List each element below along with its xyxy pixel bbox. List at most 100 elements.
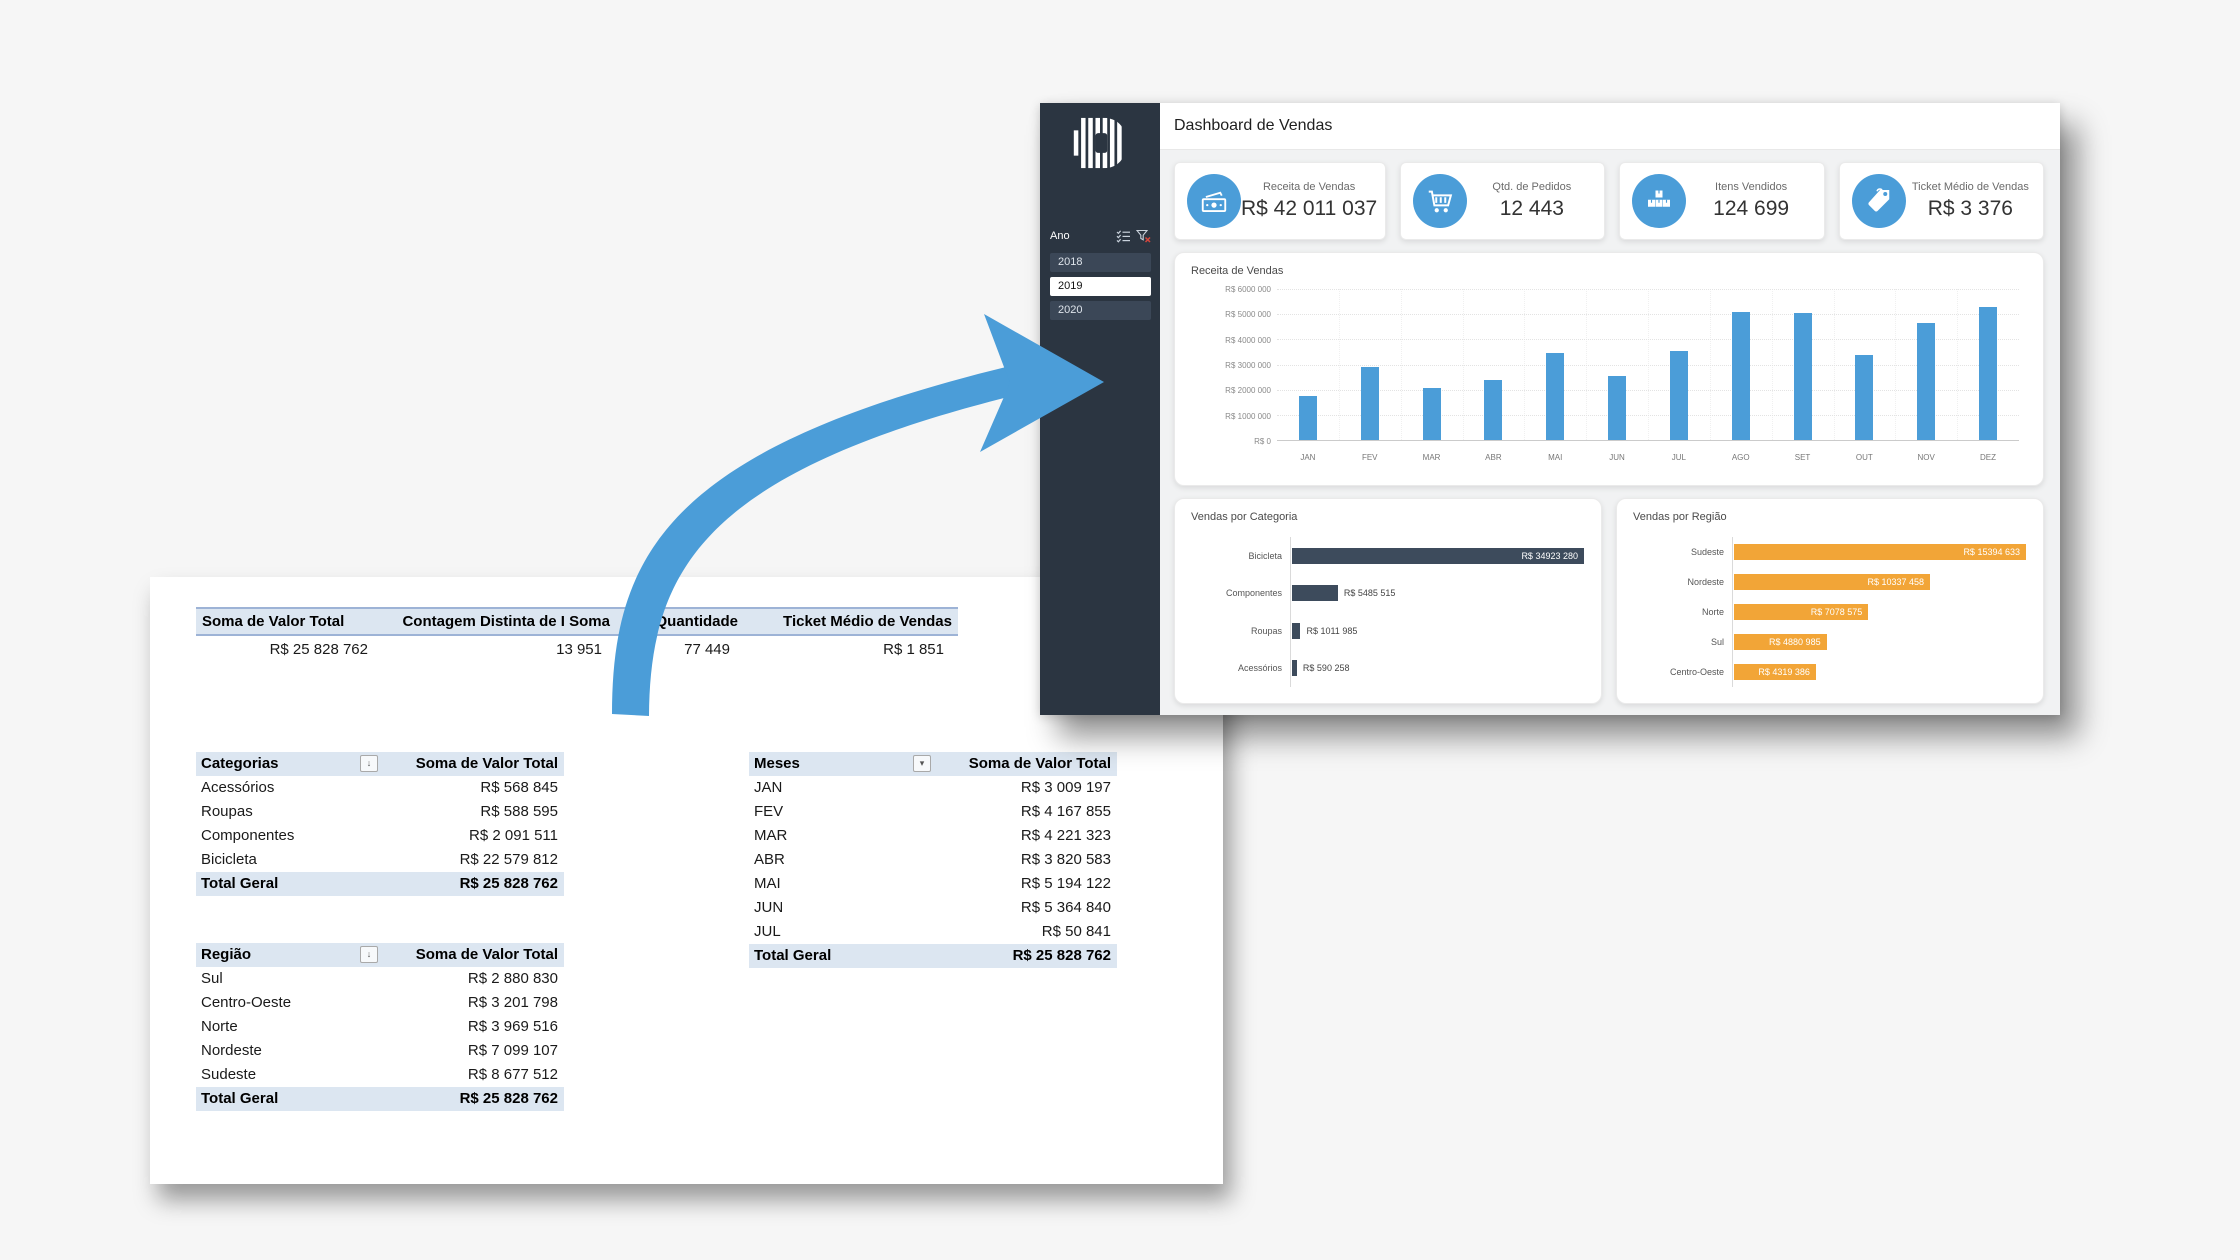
pivot-table-categorias: Categorias ↓ Soma de Valor Total Acessórios… <box>196 752 564 896</box>
kpi-value: R$ 42 011 037 <box>1241 197 1378 220</box>
total-row: Total Geral R$ 25 828 762 <box>196 872 564 896</box>
column-bar-AGO <box>1731 312 1750 440</box>
row-value: R$ 3 820 583 <box>1020 851 1111 868</box>
summary-header: Soma de Valor Total <box>196 607 382 636</box>
kpi-card-ticket: Ticket Médio de Vendas R$ 3 376 <box>1838 162 2044 240</box>
row-value: R$ 5 364 840 <box>1020 899 1111 916</box>
banknote-icon <box>1201 191 1227 212</box>
clear-filter-icon[interactable] <box>1136 229 1151 243</box>
revenue-column-chart-card: Receita de Vendas R$ 6000 000 R$ 5000 000… <box>1174 252 2044 486</box>
y-tick-label: R$ 6000 000 <box>1225 285 1271 294</box>
column-bar-MAR <box>1422 388 1441 440</box>
row-label: JUL <box>754 923 781 940</box>
pivot-value-header: Soma de Valor Total <box>382 943 564 967</box>
sort-descending-icon[interactable]: ↓ <box>360 946 378 963</box>
row-label: JUN <box>754 899 784 916</box>
dashboard-panel: Ano 2018 2019 2020 <box>1040 103 2060 715</box>
dropdown-icon[interactable]: ▾ <box>913 755 931 772</box>
x-tick-label: MAI <box>1548 453 1563 462</box>
summary-pivot-table: Soma de Valor Total Contagem Distinta de… <box>196 607 958 664</box>
category-bars: Bicicleta R$ 34923 280 Componentes R$ 5485 … <box>1187 537 1584 688</box>
hbar-row: Componentes R$ 5485 515 <box>1187 575 1583 613</box>
bar-Sul: R$ 4880 985 <box>1734 634 1827 650</box>
region-bar-chart-card: Vendas por Região Sudeste R$ 15394 633 Nor… <box>1616 498 2044 704</box>
summary-value: R$ 25 828 762 <box>269 641 368 658</box>
pivot-field-name: Meses ▾ <box>749 752 935 776</box>
slicer-option-2020[interactable]: 2020 <box>1050 301 1151 320</box>
table-row: JUL R$ 50 841 <box>749 920 1117 944</box>
bar-track: R$ 15394 633 <box>1733 544 2026 560</box>
value-label: R$ 4319 386 <box>1758 667 1810 677</box>
pivot-value-header: Soma de Valor Total <box>382 752 564 776</box>
y-axis-labels: R$ 6000 000 R$ 5000 000 R$ 4000 000 R$ 3000… <box>1185 285 1271 446</box>
column-chart-plot <box>1277 289 2019 441</box>
row-label: Nordeste <box>201 1042 262 1059</box>
chart-title: Vendas por Categoria <box>1191 511 1298 523</box>
total-row: Total Geral R$ 25 828 762 <box>749 944 1117 968</box>
hbar-row: Nordeste R$ 10337 458 <box>1629 567 2025 597</box>
column-bar-JAN <box>1298 395 1317 440</box>
kpi-label: Qtd. de Pedidos <box>1492 181 1572 193</box>
hbar-row: Acessórios R$ 590 258 <box>1187 650 1583 688</box>
table-row: MAI R$ 5 194 122 <box>749 872 1117 896</box>
bar-track: R$ 4319 386 <box>1733 664 2025 680</box>
bar-Bicicleta: R$ 34923 280 <box>1292 547 1584 564</box>
slicer-option-2019[interactable]: 2019 <box>1050 277 1151 296</box>
table-row: JAN R$ 3 009 197 <box>749 776 1117 800</box>
bar-Nordeste: R$ 10337 458 <box>1734 574 1931 590</box>
kpi-value: 12 443 <box>1499 197 1564 220</box>
bar-Centro-Oeste: R$ 4319 386 <box>1734 664 1816 680</box>
value-label: R$ 1011 985 <box>1306 625 1358 636</box>
tag-icon <box>1868 188 1889 212</box>
kpi-label: Ticket Médio de Vendas <box>1911 181 2029 193</box>
hbar-row: Centro-Oeste R$ 4319 386 <box>1629 657 2025 687</box>
value-label: R$ 15394 633 <box>1963 547 2020 557</box>
kpi-card-pedidos: Qtd. de Pedidos 12 443 <box>1400 162 1606 240</box>
pivot-header-row: Região ↓ Soma de Valor Total <box>196 943 564 967</box>
total-label: Total Geral <box>749 944 935 968</box>
bar-Norte: R$ 7078 575 <box>1734 604 1869 620</box>
slicer-option-2018[interactable]: 2018 <box>1050 253 1151 272</box>
bar-track: R$ 590 258 <box>1291 660 1583 677</box>
year-slicer: Ano 2018 2019 2020 <box>1050 227 1151 325</box>
pivot-table-regiao: Região ↓ Soma de Valor Total Sul R$ 2 880 83… <box>196 943 564 1111</box>
kpi-row: Receita de Vendas R$ 42 011 037 <box>1174 162 2044 240</box>
kpi-icon-circle <box>1413 174 1468 228</box>
x-tick-label: AGO <box>1731 453 1750 462</box>
y-tick-label: R$ 5000 000 <box>1225 310 1271 320</box>
region-bars: Sudeste R$ 15394 633 Nordeste R$ 10337 458 N… <box>1629 537 2026 687</box>
pivot-value-header: Soma de Valor Total <box>935 752 1117 776</box>
summary-header: Quantidade <box>616 607 744 636</box>
axis-line <box>1732 537 1733 687</box>
category-label: Componentes <box>1225 588 1282 599</box>
chart-title: Receita de Vendas <box>1191 265 1284 277</box>
sidebar: Ano 2018 2019 2020 <box>1040 103 1160 715</box>
striped-d-logo <box>1073 117 1122 169</box>
sort-descending-icon[interactable]: ↓ <box>360 755 378 772</box>
summary-header: Ticket Médio de Vendas <box>744 607 958 636</box>
hbar-row: Roupas R$ 1011 985 <box>1187 612 1583 650</box>
bar-track: R$ 34923 280 <box>1291 547 1584 564</box>
slicer-options: 2018 2019 2020 <box>1050 253 1151 320</box>
bar-track: R$ 5485 515 <box>1291 585 1583 602</box>
kpi-value: 124 699 <box>1713 197 1790 220</box>
multiselect-icon[interactable] <box>1116 229 1131 243</box>
gridline <box>1277 314 2019 316</box>
category-label: Nordeste <box>1687 577 1724 587</box>
kpi-icon-circle <box>1187 174 1241 228</box>
hbar-row: Sul R$ 4880 985 <box>1629 627 2025 657</box>
gridline <box>1277 414 2019 416</box>
hbar-row: Norte R$ 7078 575 <box>1629 597 2025 627</box>
value-label: R$ 4880 985 <box>1769 637 1821 647</box>
table-row: Centro-Oeste R$ 3 201 798 <box>196 991 564 1015</box>
x-tick-label: ABR <box>1485 453 1502 462</box>
pivot-header-row: Meses ▾ Soma de Valor Total <box>749 752 1117 776</box>
table-row: Bicicleta R$ 22 579 812 <box>196 848 564 872</box>
pivot-field-name: Região ↓ <box>196 943 382 967</box>
column-bar-ABR <box>1484 380 1503 440</box>
column-bar-DEZ <box>1979 307 1998 440</box>
table-row: FEV R$ 4 167 855 <box>749 800 1117 824</box>
pivot-field-name: Categorias ↓ <box>196 752 382 776</box>
kpi-label: Itens Vendidos <box>1715 181 1788 193</box>
